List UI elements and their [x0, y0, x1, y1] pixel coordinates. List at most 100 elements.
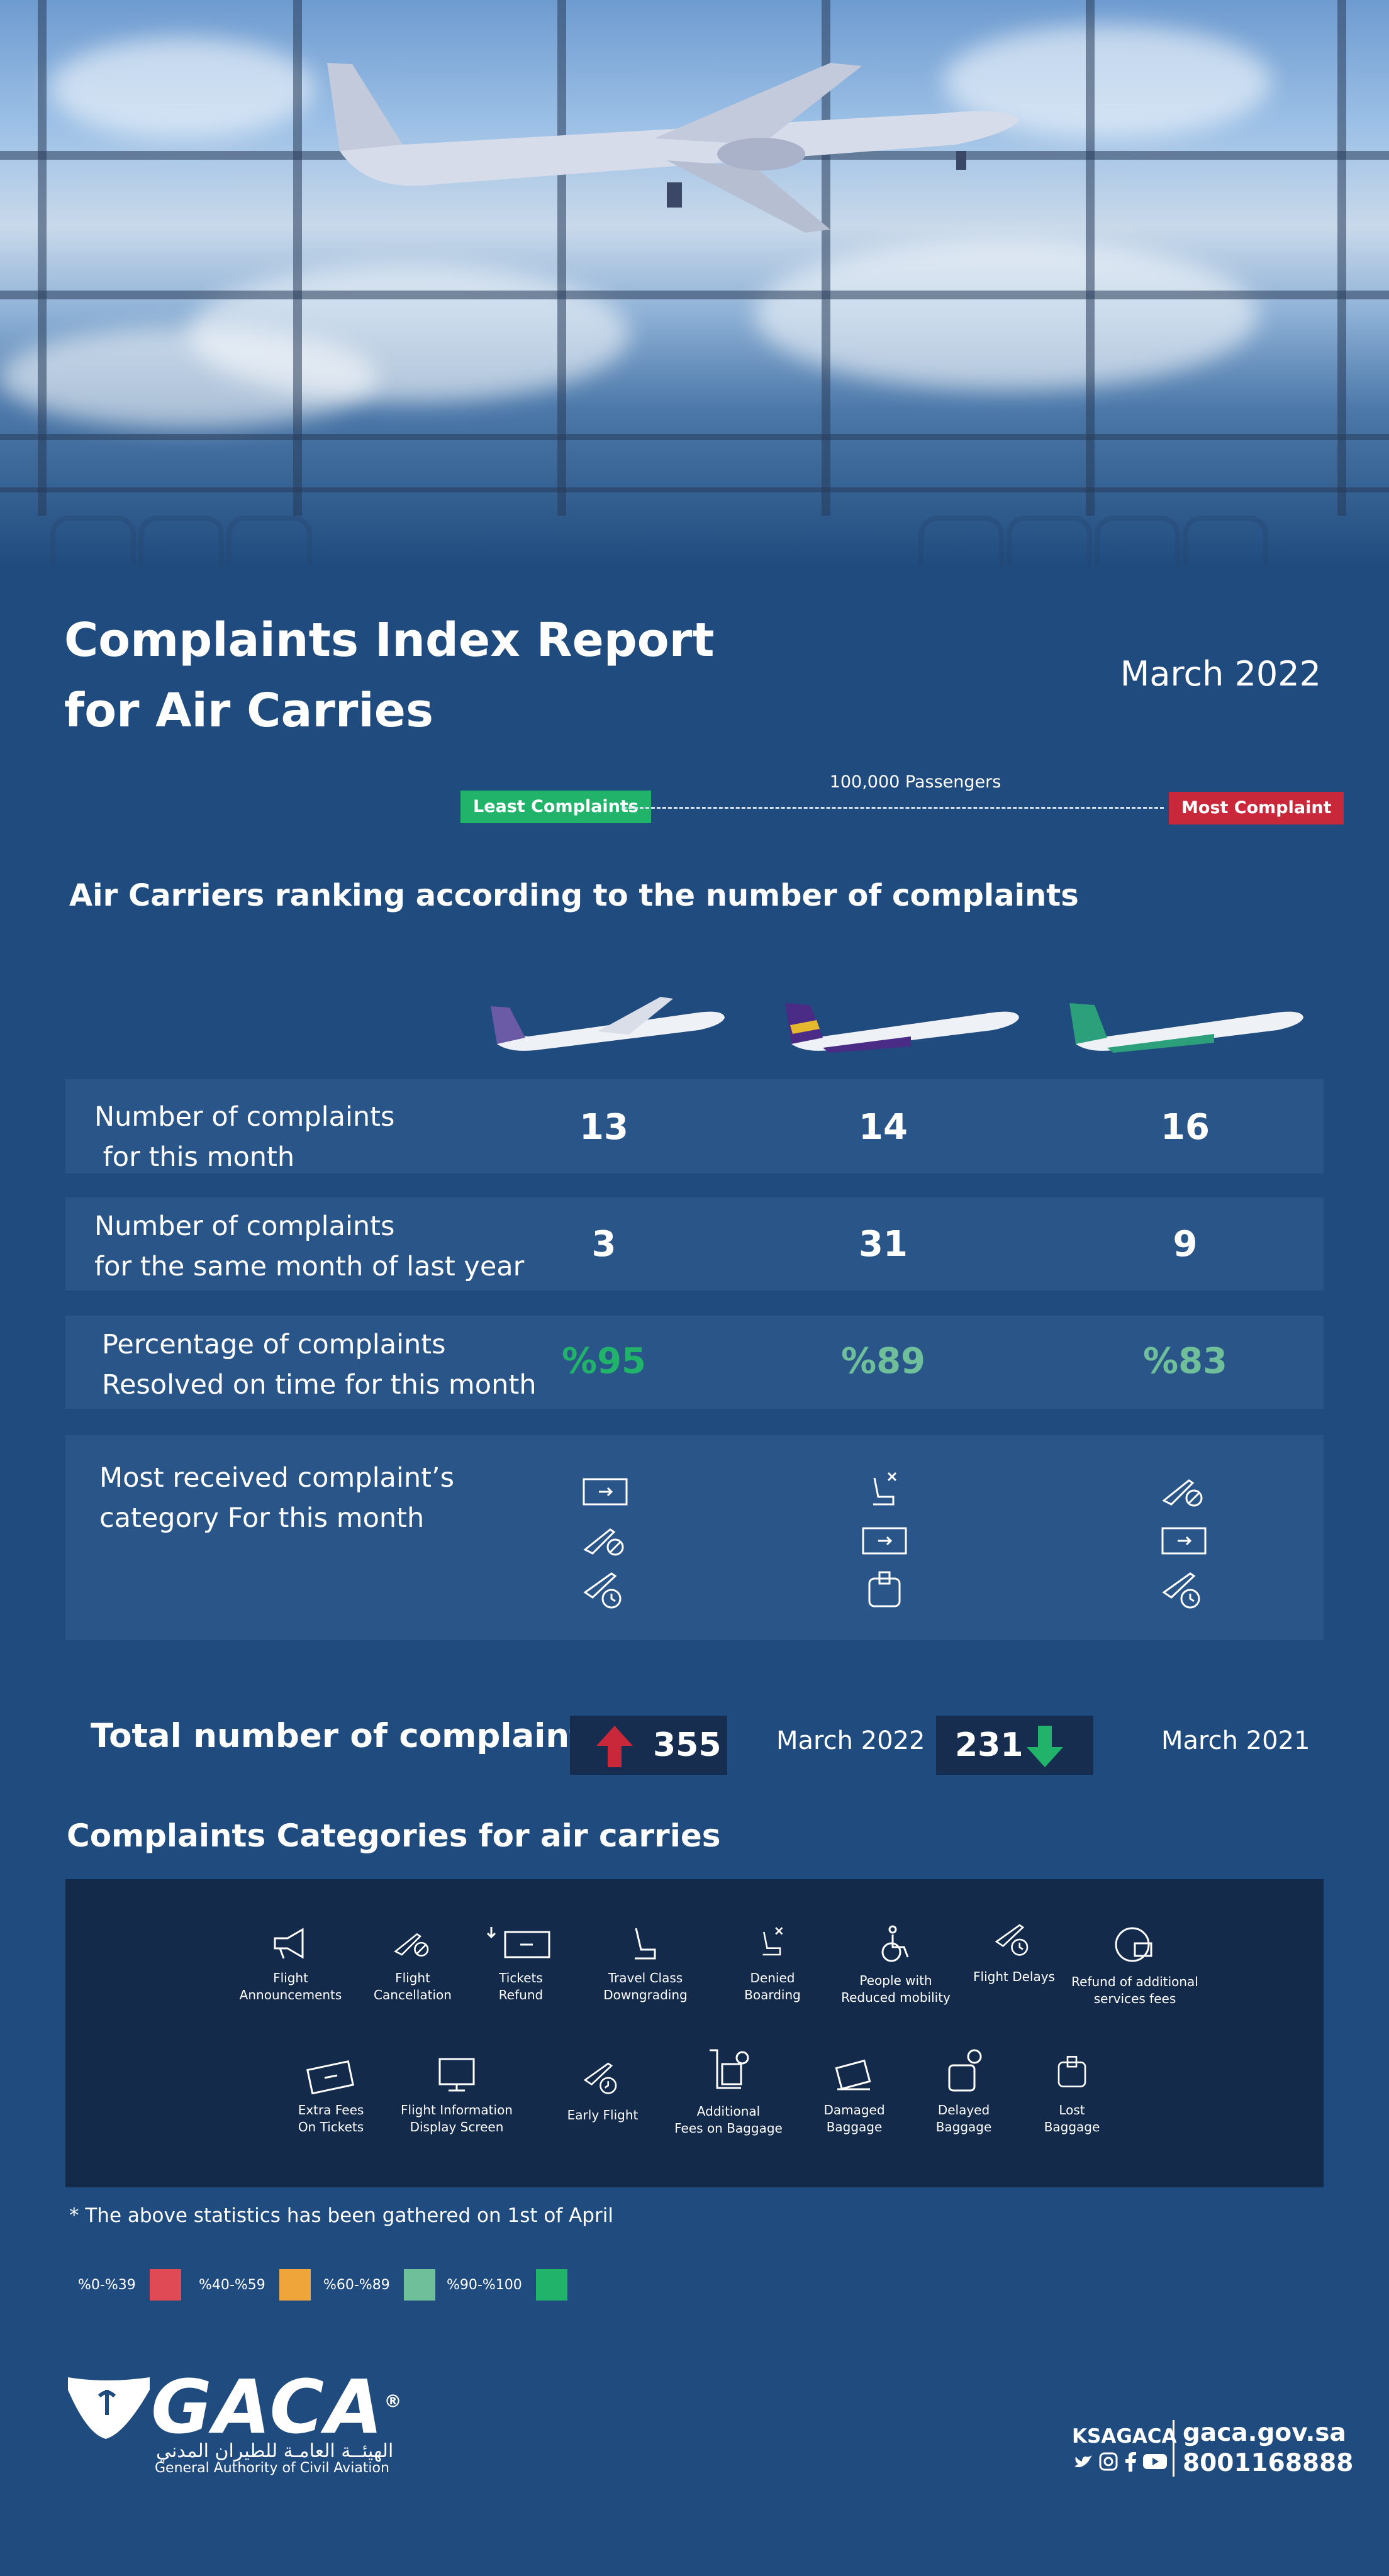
lost-baggage-icon: [868, 1571, 901, 1607]
complaints-this-month-row: Number of complaints for this month 13 1…: [65, 1079, 1324, 1174]
category-flight-announcements: Flight Announcements: [221, 1924, 360, 2004]
carrier-3-plane-image: [1069, 1003, 1303, 1053]
arrow-down-icon: [1027, 1726, 1063, 1767]
previous-period-label: March 2021: [1161, 1726, 1310, 1755]
category-lost-baggage: Lost Baggage: [1003, 2049, 1141, 2136]
phone-number[interactable]: 8001168888: [1183, 2449, 1354, 2477]
denied-boarding-icon: [762, 1927, 783, 1956]
lost-baggage-icon: [1057, 2056, 1086, 2087]
carrier-3-value: 9: [1173, 1224, 1198, 1265]
hero-image: [0, 0, 1389, 566]
row-label: Percentage of complaints Resolved on tim…: [102, 1329, 537, 1401]
flight-cancellation-icon: [583, 1528, 624, 1556]
airplane-photo: [327, 63, 1019, 233]
carrier-3-value: 16: [1161, 1107, 1210, 1148]
carrier-1-percentage: %95: [561, 1341, 647, 1382]
least-complaints-badge: Least Complaints: [460, 791, 651, 823]
carrier-1-value: 3: [591, 1224, 616, 1265]
website-link[interactable]: gaca.gov.sa: [1183, 2419, 1346, 2447]
report-date: March 2022: [1120, 654, 1321, 694]
denied-boarding-icon: [873, 1472, 897, 1506]
legend-item-medium: %40-%59: [199, 2269, 311, 2301]
category-tickets-refund: Tickets Refund: [452, 1924, 590, 2004]
resolved-percentage-row: Percentage of complaints Resolved on tim…: [65, 1316, 1324, 1409]
current-period-label: March 2022: [776, 1726, 925, 1755]
carrier-1-plane-image: [491, 997, 725, 1051]
category-baggage-fees: Additional Fees on Baggage: [659, 2048, 798, 2137]
instagram-icon[interactable]: [1098, 2451, 1118, 2472]
delayed-baggage-icon: [948, 2049, 982, 2092]
category-flight-delays: Flight Delays: [945, 1917, 1083, 1985]
top-category-row: Most received complaint’s category For t…: [65, 1435, 1324, 1640]
row-label: Number of complaints for the same month …: [94, 1211, 525, 1282]
ticket-icon: [583, 1478, 628, 1506]
previous-total-value: 231: [955, 1726, 1024, 1764]
legend-swatch: [403, 2269, 435, 2301]
ranking-heading: Air Carriers ranking according to the nu…: [69, 878, 1079, 913]
scale-divider: [623, 807, 1164, 809]
category-extra-fees-tickets: Extra Fees On Tickets: [262, 2057, 400, 2136]
arabic-name: الهيئــة العامـة للطيران المدني: [156, 2440, 394, 2462]
category-flight-information-display: Flight Information Display Screen: [388, 2055, 526, 2136]
most-complaints-badge: Most Complaint: [1169, 792, 1344, 824]
page-title: Complaints Index Report for Air Carries: [64, 605, 794, 746]
twitter-icon[interactable]: [1073, 2451, 1093, 2472]
english-name: General Authority of Civil Aviation: [155, 2460, 389, 2476]
passengers-label: 100,000 Passengers: [829, 772, 1001, 792]
carrier-3-percentage: %83: [1142, 1341, 1228, 1382]
flight-cancellation-icon: [394, 1933, 429, 1957]
footer-divider: [1173, 2420, 1174, 2477]
categories-panel: Flight Announcements Flight Cancellation T…: [65, 1879, 1324, 2187]
flight-cancellation-icon: [1162, 1479, 1203, 1507]
social-icons: [1073, 2451, 1168, 2472]
current-total-value: 355: [653, 1726, 722, 1764]
legend-item-good: %60-%89: [323, 2269, 435, 2301]
footnote: * The above statistics has been gathered…: [69, 2204, 613, 2227]
ticket-icon: [306, 2060, 355, 2094]
gaca-logo-icon: [68, 2377, 150, 2439]
carrier-2-value: 14: [859, 1107, 908, 1148]
damaged-baggage-icon: [835, 2059, 871, 2090]
previous-total-box: 231: [936, 1716, 1093, 1775]
title-line-1: Complaints Index Report: [64, 613, 715, 667]
seat-icon: [635, 1928, 656, 1960]
categories-heading: Complaints Categories for air carries: [67, 1818, 721, 1854]
flight-delay-icon: [1162, 1572, 1200, 1609]
row-label: Most received complaint’s category For t…: [99, 1462, 454, 1534]
complaints-last-year-row: Number of complaints for the same month …: [65, 1197, 1324, 1291]
facebook-icon[interactable]: [1124, 2451, 1137, 2472]
carrier-2-plane-image: [785, 1003, 1019, 1053]
category-travel-class-downgrading: Travel Class Downgrading: [576, 1924, 715, 2004]
flight-delay-icon: [995, 1924, 1029, 1956]
youtube-icon[interactable]: [1142, 2451, 1168, 2472]
category-reduced-mobility: People with Reduced mobility: [827, 1924, 965, 2006]
category-flight-cancellation: Flight Cancellation: [343, 1924, 482, 2004]
social-handle[interactable]: KSAGACA: [1072, 2425, 1177, 2448]
legend-swatch: [535, 2269, 567, 2301]
refund-services-icon: [1115, 1927, 1152, 1962]
ticket-icon: [862, 1527, 907, 1555]
display-screen-icon: [438, 2058, 475, 2092]
legend-swatch: [149, 2269, 181, 2301]
early-flight-icon: [583, 2062, 617, 2094]
flight-delay-icon: [583, 1572, 622, 1609]
wheelchair-icon: [881, 1925, 909, 1962]
arrow-up-icon: [596, 1726, 633, 1767]
current-total-box: 355: [570, 1716, 727, 1775]
category-damaged-baggage: Damaged Baggage: [785, 2055, 923, 2136]
carrier-1-value: 13: [579, 1107, 628, 1148]
category-early-flight: Early Flight: [533, 2055, 672, 2124]
ticket-refund-icon: [486, 1927, 550, 1958]
legend-swatch: [279, 2269, 311, 2301]
baggage-fees-icon: [710, 2049, 749, 2089]
row-label: Number of complaints for this month: [94, 1101, 395, 1173]
legend-item-low: %0-%39: [78, 2269, 181, 2301]
ticket-icon: [1161, 1527, 1207, 1555]
carrier-2-value: 31: [859, 1224, 908, 1265]
title-line-2: for Air Carries: [64, 684, 434, 738]
megaphone-icon: [274, 1928, 304, 1959]
gaca-logo-text: GACA®: [151, 2363, 403, 2450]
category-denied-boarding: Denied Boarding: [703, 1924, 842, 2004]
legend-item-high: %90-%100: [447, 2269, 567, 2301]
category-delayed-baggage: Delayed Baggage: [895, 2048, 1033, 2136]
